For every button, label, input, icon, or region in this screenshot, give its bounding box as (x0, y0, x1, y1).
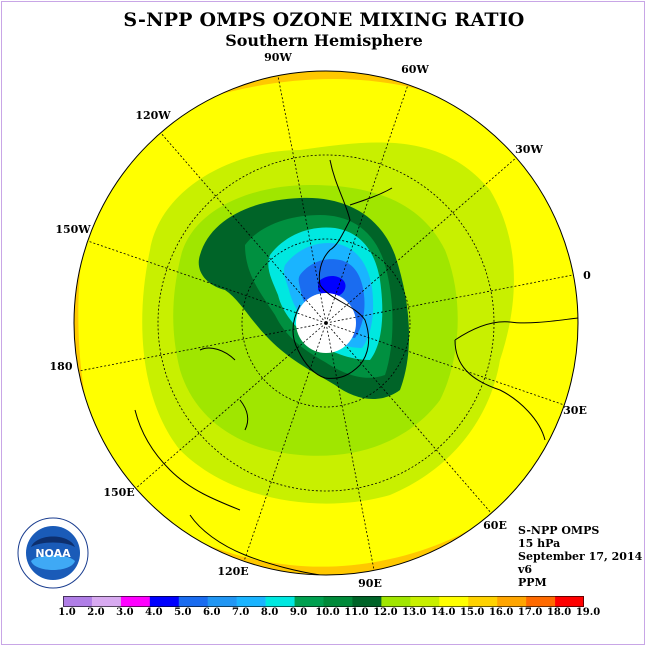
colorbar-swatch (236, 596, 266, 607)
lon-label-180: 180 (50, 360, 73, 373)
meridian-line (135, 322, 327, 489)
meridian-line (325, 322, 492, 514)
colorbar-tick-label: 10.0 (315, 607, 340, 618)
meridians (78, 75, 574, 571)
colorbar-tick-label: 7.0 (231, 607, 250, 618)
colorbar-tick-label: 16.0 (488, 607, 514, 618)
info-date: September 17, 2014 (518, 550, 643, 563)
info-version: v6 (518, 563, 533, 576)
graticule (157, 154, 495, 492)
colorbar-swatch (439, 596, 469, 607)
map-title: S-NPP OMPS OZONE MIXING RATIO (123, 9, 525, 31)
meridian-line (160, 132, 327, 324)
colorbar-swatch (381, 596, 411, 607)
map-outline (73, 70, 579, 576)
map-subtitle: Southern Hemisphere (225, 31, 423, 50)
noaa-logo-text: NOAA (35, 547, 71, 560)
colorbar-swatch (352, 596, 382, 607)
lon-label-120w: 120W (135, 109, 171, 122)
colorbar-swatch (526, 596, 556, 607)
lon-label-30w: 30W (515, 143, 543, 156)
colorbar-swatch (63, 596, 93, 607)
ozone-band-4-5 (318, 276, 346, 297)
colorbar-tick-label: 14.0 (431, 607, 456, 618)
colorbar-swatch (497, 596, 527, 607)
lon-label-90e: 90E (358, 577, 382, 590)
colorbar-tick-label: 4.0 (145, 607, 163, 618)
colorbar-outline (63, 596, 584, 607)
lon-label-60e: 60E (483, 519, 507, 532)
colorbar-swatch (120, 596, 151, 607)
colorbar-swatch (91, 596, 122, 607)
colorbar-ticks: 1.0 2.0 3.0 4.0 5.0 6.0 7.0 8.0 9.0 10.0 11.0 12.0 1… (0, 607, 648, 623)
colorbar-tick-label: 3.0 (116, 607, 134, 618)
colorbar-tick-label: 15.0 (460, 607, 485, 618)
colorbar-swatch (149, 596, 180, 607)
lon-label-0: 0 (583, 269, 591, 282)
lon-label-30e: 30E (563, 404, 587, 417)
colorbar-swatch (294, 596, 324, 607)
colorbar-tick-label: 6.0 (203, 607, 221, 618)
south-pole-marker (324, 321, 328, 325)
lon-label-150w: 150W (55, 223, 91, 236)
colorbar-tick-label: 2.0 (87, 607, 105, 618)
coastlines (134, 159, 578, 575)
info-level: 15 hPa (518, 537, 561, 550)
meridian-line (325, 157, 517, 324)
info-units: PPM (518, 576, 547, 589)
lon-label-90w: 90W (264, 51, 292, 64)
colorbar-tick-label: 19.0 (575, 607, 601, 618)
colorbar-tick-label: 12.0 (373, 607, 398, 618)
lon-label-120e: 120E (217, 565, 248, 578)
colorbar-tick-label: 5.0 (174, 607, 192, 618)
colorbar-swatch (555, 596, 584, 607)
colorbar-swatch (178, 596, 209, 607)
colorbar-swatch (207, 596, 237, 607)
colorbar-tick-label: 18.0 (546, 607, 572, 618)
colorbar-swatch (468, 596, 498, 607)
colorbar-swatch (410, 596, 440, 607)
colorbar-swatch (265, 596, 295, 607)
lon-label-150e: 150E (103, 486, 134, 499)
colorbar-tick-label: 9.0 (289, 607, 308, 618)
info-block: S-NPP OMPS 15 hPa September 17, 2014 v6 … (518, 524, 642, 589)
colorbar-tick-label: 13.0 (402, 607, 427, 618)
info-instrument: S-NPP OMPS (518, 524, 600, 537)
colorbar-tick-label: 1.0 (58, 607, 76, 618)
colorbar-tick-label: 11.0 (344, 607, 369, 618)
colorbar-swatch (323, 596, 353, 607)
colorbar-tick-label: 8.0 (260, 607, 279, 618)
colorbar-tick-label: 17.0 (517, 607, 543, 618)
colorbar (63, 596, 584, 607)
noaa-logo-icon: NOAA (17, 517, 89, 589)
lon-label-60w: 60W (401, 63, 429, 76)
